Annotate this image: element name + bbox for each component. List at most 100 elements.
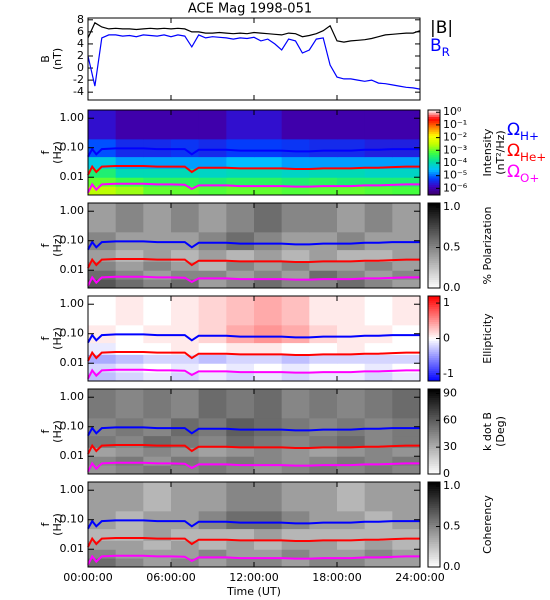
heatmap-cell [309, 279, 338, 289]
colorbar-slice [428, 319, 440, 322]
heatmap-cell [364, 558, 393, 568]
colorbar-slice [428, 378, 440, 382]
colorbar-slice [428, 454, 440, 458]
colorbar-slice [428, 522, 440, 525]
heatmap-cell [254, 324, 283, 344]
heatmap-cell [364, 465, 393, 475]
heatmap-cell [143, 372, 172, 382]
heatmap-cell [337, 110, 366, 140]
colorbar-slice [428, 520, 440, 523]
y-tick-label: 0.01 [60, 170, 85, 183]
colorbar-slice [428, 533, 440, 536]
colorbar-tick-label: -1 [443, 367, 454, 380]
heatmap-cell [115, 110, 144, 140]
legend-entry: |B| [430, 18, 453, 38]
colorbar-slice [428, 465, 440, 469]
heatmap-cell [226, 279, 255, 289]
colorbar-slice [428, 414, 440, 418]
heatmap-cell [171, 231, 200, 251]
colorbar-frame [427, 202, 441, 289]
colorbar-frame [427, 109, 441, 196]
heatmap-cell [337, 558, 366, 568]
y-tick-label: 0 [77, 61, 84, 74]
heatmap-cell [309, 465, 338, 475]
heatmap-cell [281, 558, 310, 568]
colorbar-slice [428, 146, 440, 149]
heatmap-cell [281, 549, 310, 559]
heatmap-cell [143, 465, 172, 475]
heatmap-cell [309, 549, 338, 559]
heatmap-cell [198, 447, 227, 457]
colorbar-slice [428, 114, 440, 117]
colorbar-slice [428, 203, 440, 206]
heatmap-cell [392, 270, 421, 280]
colorbar-slice [428, 467, 440, 471]
x-tick-label: 00:00:00 [63, 571, 112, 584]
heatmap-cell [364, 296, 393, 326]
heatmap-cell [88, 354, 117, 364]
legend-entry-main: Ω [507, 120, 520, 140]
colorbar-slice [428, 310, 440, 314]
heatmap-cell [364, 528, 393, 541]
heatmap-cell [392, 138, 421, 158]
heatmap-cell [198, 528, 227, 541]
legend-entry: ΩO+ [507, 162, 539, 184]
heatmap-cell [115, 203, 144, 233]
heatmap-cell [364, 270, 393, 280]
colorbar-slice [428, 156, 440, 160]
colorbar-slice [428, 496, 440, 500]
heatmap-cell [254, 372, 283, 382]
x-axis-label: Time (UT) [226, 585, 281, 598]
colorbar-slice [428, 127, 440, 130]
colorbar-slice [428, 220, 440, 223]
colorbar-slice [428, 308, 440, 312]
colorbar-frame [427, 481, 441, 568]
heatmap-cell [254, 389, 283, 419]
heatmap-cell [364, 110, 393, 140]
colorbar-slice [428, 129, 440, 132]
colorbar-slice [428, 545, 440, 549]
heatmap-cell [337, 342, 366, 355]
heatmap-cell [309, 156, 338, 169]
colorbar-slice [428, 347, 440, 350]
colorbar-slice [428, 154, 440, 158]
y-tick-label: 6 [77, 25, 84, 38]
heatmap-cell [254, 417, 283, 437]
heatmap-cell [309, 389, 338, 419]
heatmap-cell [281, 389, 310, 419]
heatmap-cell [143, 186, 172, 196]
y-tick-label: 1.00 [60, 483, 85, 496]
colorbar-slice [428, 205, 440, 208]
colorbar-slice [428, 217, 440, 221]
heatmap-cell [115, 363, 144, 373]
heatmap-cell [226, 540, 255, 550]
colorbar-slice [428, 550, 440, 553]
colorbar-slice [428, 190, 440, 194]
heatmap-cell [364, 372, 393, 382]
heatmap-cell [226, 270, 255, 280]
heatmap-cell [364, 342, 393, 355]
colorbar-slice [428, 268, 440, 272]
heatmap-cell [226, 510, 255, 530]
heatmap-cell [115, 342, 144, 355]
colorbar-tick-label: 30 [443, 440, 457, 453]
colorbar-slice [428, 232, 440, 236]
heatmap-cell [281, 482, 310, 512]
colorbar-slice [428, 211, 440, 215]
colorbar-slice [428, 222, 440, 225]
colorbar-slice [428, 120, 440, 124]
colorbar-slice [428, 488, 440, 491]
colorbar-slice [428, 357, 440, 361]
gyrofrequency-line [87, 257, 420, 269]
heatmap-cell [392, 549, 421, 559]
colorbar-slice [428, 425, 440, 428]
heatmap-cell [364, 482, 393, 512]
heatmap-cell [171, 279, 200, 289]
heatmap-cell [115, 372, 144, 382]
colorbar-slice [428, 374, 440, 378]
colorbar-slice [428, 188, 440, 192]
heatmap-cell [254, 435, 283, 448]
heatmap-cell [254, 168, 283, 178]
colorbar-slice [428, 524, 440, 528]
colorbar-slice [428, 251, 440, 255]
